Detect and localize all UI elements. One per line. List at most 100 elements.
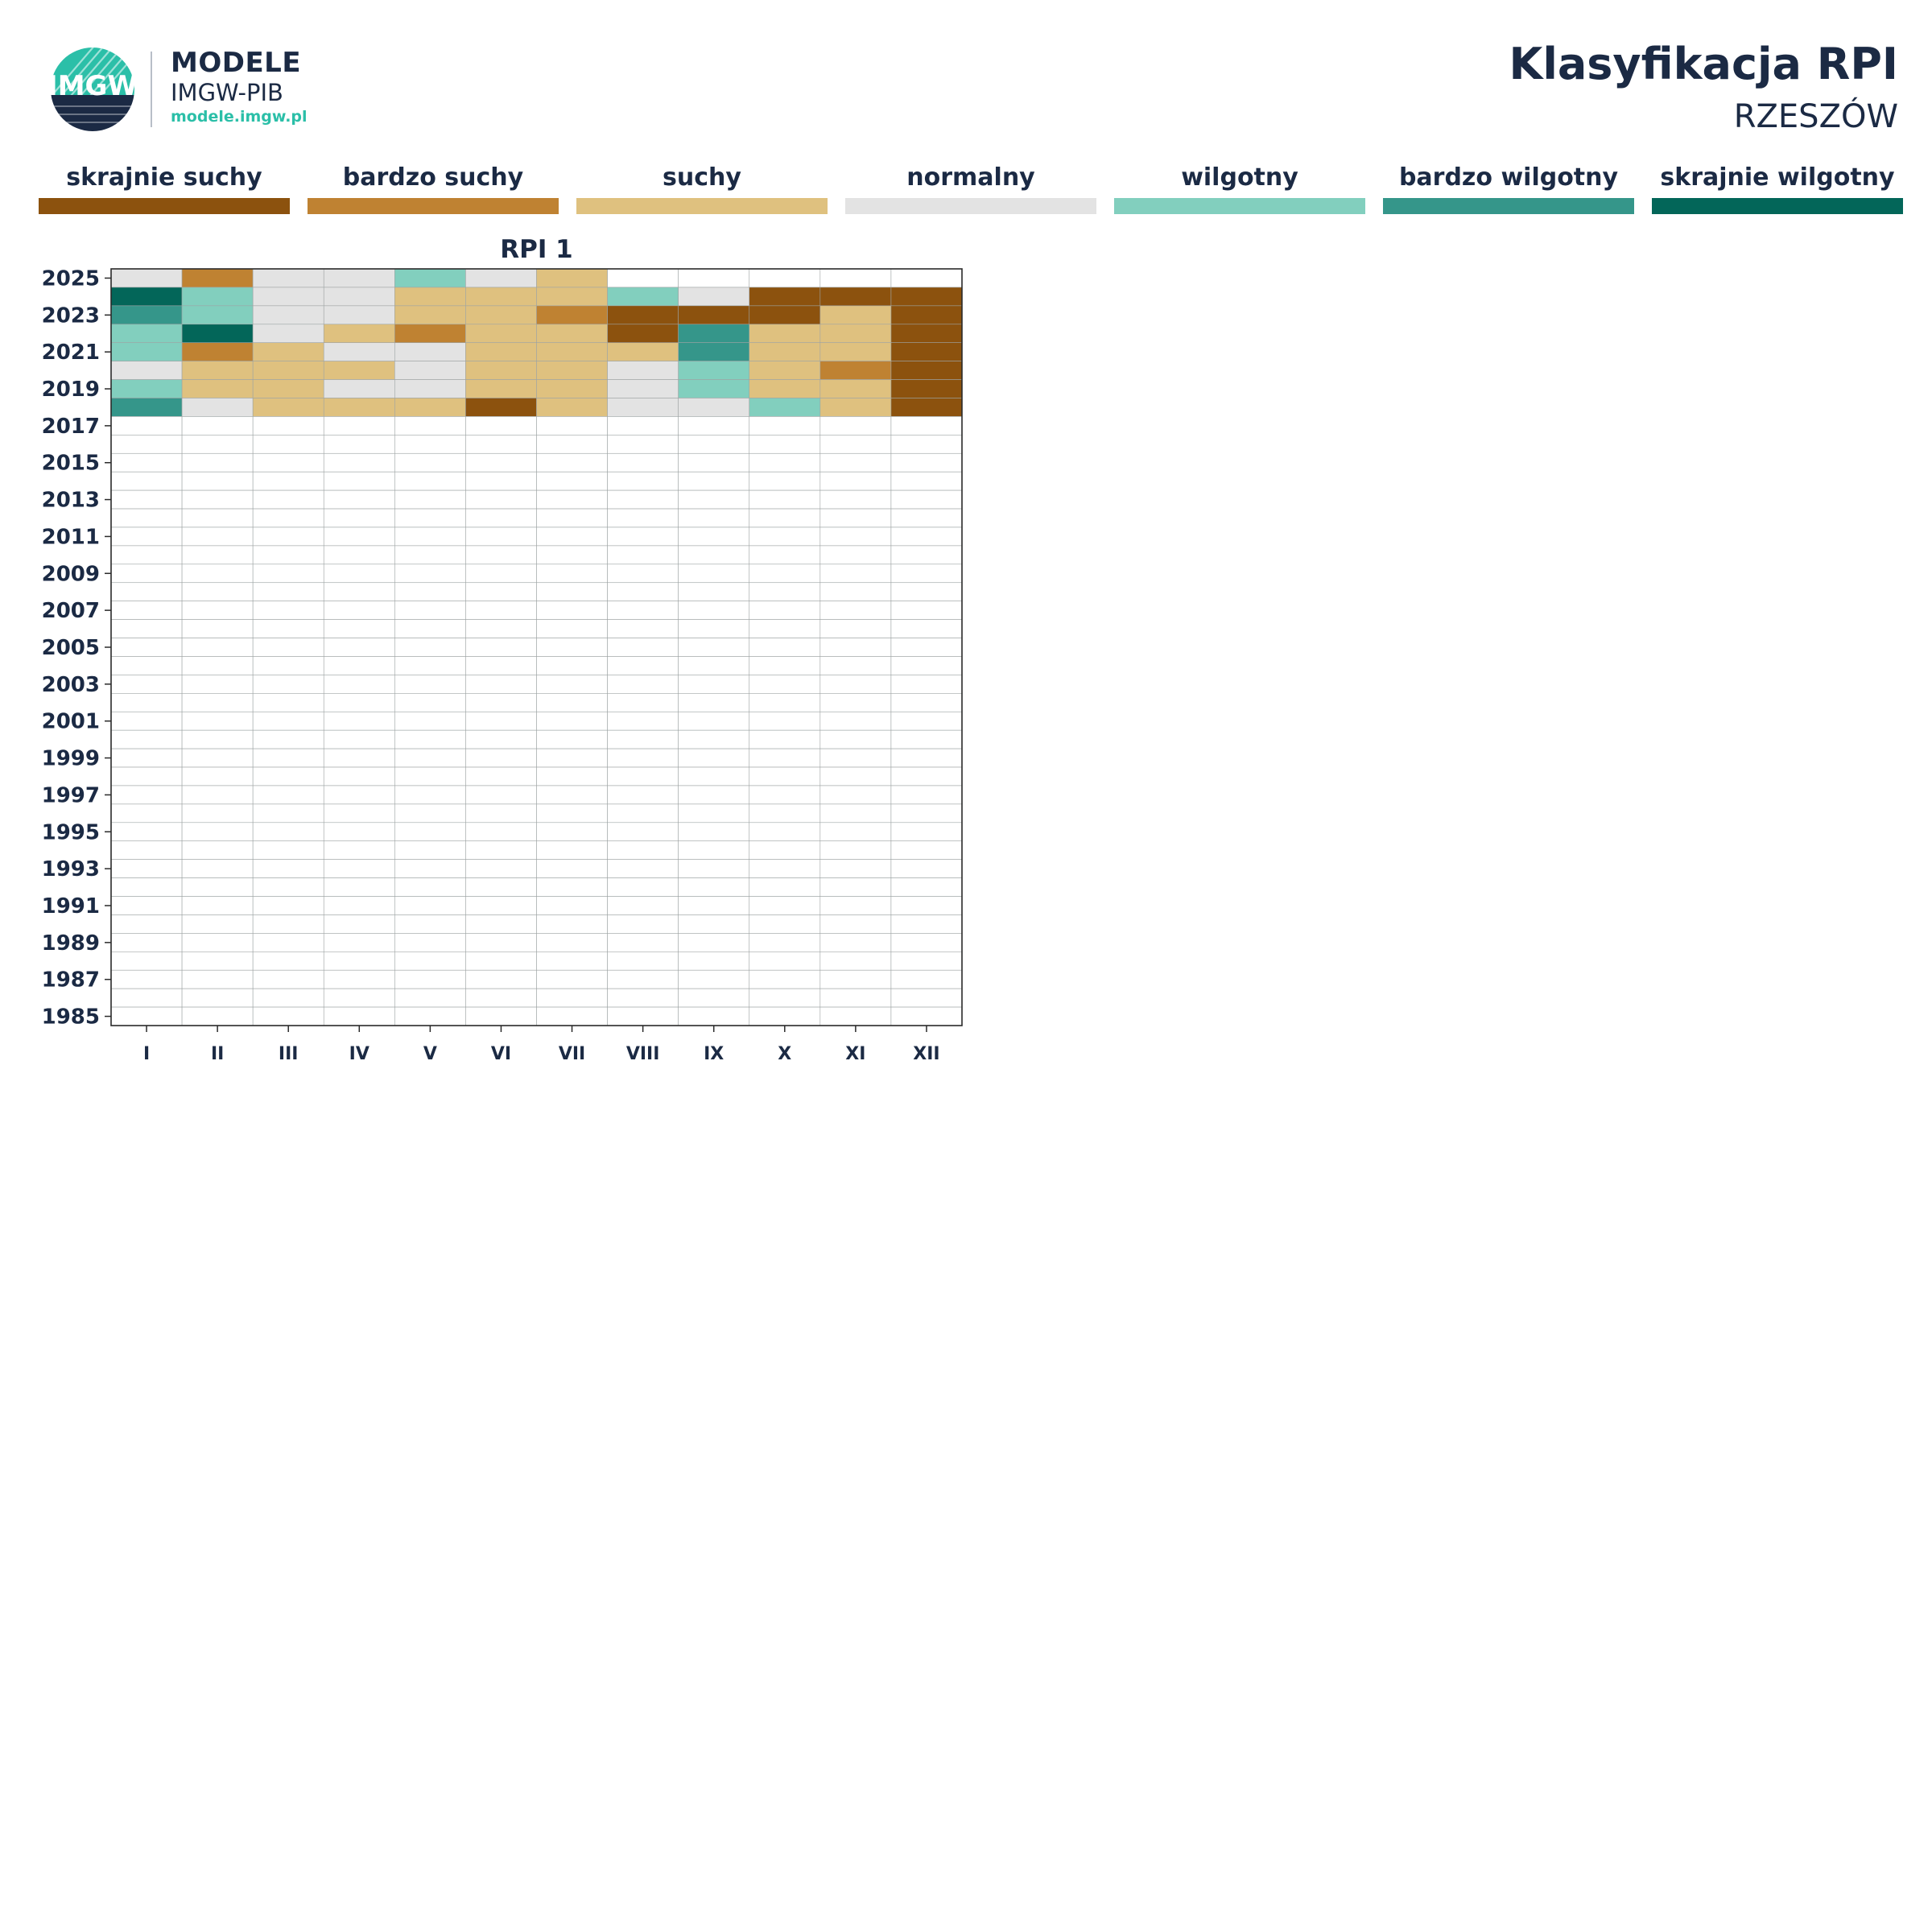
heatmap-cell	[110, 508, 183, 528]
heatmap-cell	[465, 398, 537, 417]
heatmap-cell	[181, 896, 254, 915]
heatmap-cell	[252, 601, 324, 620]
heatmap-cell	[749, 729, 821, 749]
heatmap-cell	[749, 471, 821, 491]
heatmap-cell	[536, 766, 608, 786]
heatmap-cell	[110, 729, 183, 749]
heatmap-cell	[678, 859, 750, 878]
heatmap-cell	[678, 914, 750, 934]
heatmap-cell	[252, 489, 324, 510]
heatmap-cell	[536, 840, 608, 860]
y-tick-label: 1987	[42, 968, 100, 993]
heatmap-cell	[819, 840, 892, 860]
heatmap-cell	[819, 859, 892, 878]
heatmap-cell	[465, 638, 537, 657]
heatmap-cell	[110, 435, 183, 454]
heatmap-cell	[110, 619, 183, 638]
heatmap-cell	[678, 416, 750, 436]
heatmap-cell	[181, 1006, 254, 1026]
heatmap-cell	[890, 564, 963, 584]
heatmap-cell	[607, 859, 679, 878]
heatmap-cell	[749, 342, 821, 361]
x-tick-label: III	[279, 1044, 299, 1064]
heatmap-cell	[607, 1006, 679, 1026]
heatmap-cell	[252, 896, 324, 915]
heatmap-cell	[607, 398, 679, 417]
heatmap-cell	[890, 287, 963, 307]
heatmap-cell	[678, 379, 750, 398]
heatmap-cell	[323, 748, 395, 768]
svg-text:IMGW: IMGW	[48, 70, 138, 102]
heatmap-cell	[890, 601, 963, 620]
heatmap-cell	[890, 489, 963, 510]
heatmap-cell	[465, 896, 537, 915]
heatmap-cell	[749, 656, 821, 675]
heatmap-cell	[749, 675, 821, 694]
heatmap-cell	[110, 545, 183, 565]
heatmap-cell	[181, 933, 254, 952]
x-tick-label: VII	[559, 1044, 585, 1064]
heatmap-cell	[749, 693, 821, 712]
heatmap-cell	[323, 471, 395, 491]
heatmap-cell	[749, 859, 821, 878]
heatmap-cell	[607, 471, 679, 491]
heatmap-cell	[890, 840, 963, 860]
heatmap-cell	[890, 545, 963, 565]
heatmap-cell	[536, 675, 608, 694]
heatmap-cell	[181, 988, 254, 1008]
heatmap-cell	[465, 803, 537, 824]
heatmap-cell	[110, 840, 183, 860]
heatmap-cell	[323, 988, 395, 1008]
heatmap-cell	[749, 1006, 821, 1026]
heatmap-cell	[536, 324, 608, 344]
heatmap-cell	[890, 305, 963, 325]
heatmap-cell	[607, 693, 679, 712]
heatmap-cell	[394, 638, 466, 657]
y-tick-label: 2009	[42, 562, 100, 586]
heatmap-cell	[252, 914, 324, 934]
heatmap-cell	[536, 471, 608, 491]
heatmap-cell	[749, 601, 821, 620]
heatmap-cell	[110, 859, 183, 878]
heatmap-cell	[323, 545, 395, 565]
heatmap-cell	[819, 398, 892, 417]
heatmap-cell	[110, 361, 183, 380]
heatmap-cell	[323, 435, 395, 454]
heatmap-cell	[394, 398, 466, 417]
heatmap-cell	[323, 324, 395, 344]
heatmap-cell	[465, 859, 537, 878]
heatmap-cell	[394, 711, 466, 731]
heatmap-cell	[465, 711, 537, 731]
heatmap-cell	[536, 564, 608, 584]
heatmap-cell	[607, 822, 679, 842]
heatmap-cell	[607, 452, 679, 473]
legend-item: skrajnie suchy	[39, 161, 290, 214]
heatmap-cell	[181, 526, 254, 547]
heatmap-cell	[678, 988, 750, 1008]
heatmap-cell	[607, 508, 679, 528]
heatmap-cell	[323, 840, 395, 860]
heatmap-cell	[890, 951, 963, 971]
heatmap-cell	[607, 416, 679, 436]
heatmap-cell	[252, 933, 324, 952]
heatmap-cell	[678, 822, 750, 842]
heatmap-cell	[394, 416, 466, 436]
heatmap-cell	[819, 416, 892, 436]
heatmap-cell	[819, 729, 892, 749]
heatmap-cell	[110, 582, 183, 601]
heatmap-cell	[819, 619, 892, 638]
heatmap-cell	[252, 656, 324, 675]
heatmap-cell	[819, 452, 892, 473]
heatmap-cell	[536, 287, 608, 307]
brand-url[interactable]: modele.imgw.pl	[171, 108, 308, 126]
heatmap-cell	[181, 711, 254, 731]
heatmap-cell	[181, 877, 254, 897]
heatmap-cell	[819, 933, 892, 952]
heatmap-cell	[890, 416, 963, 436]
heatmap-cell	[536, 638, 608, 657]
heatmap-cell	[536, 398, 608, 417]
heatmap-cell	[890, 398, 963, 417]
heatmap-cell	[394, 471, 466, 491]
heatmap-cell	[323, 361, 395, 380]
heatmap-cell	[607, 268, 679, 288]
